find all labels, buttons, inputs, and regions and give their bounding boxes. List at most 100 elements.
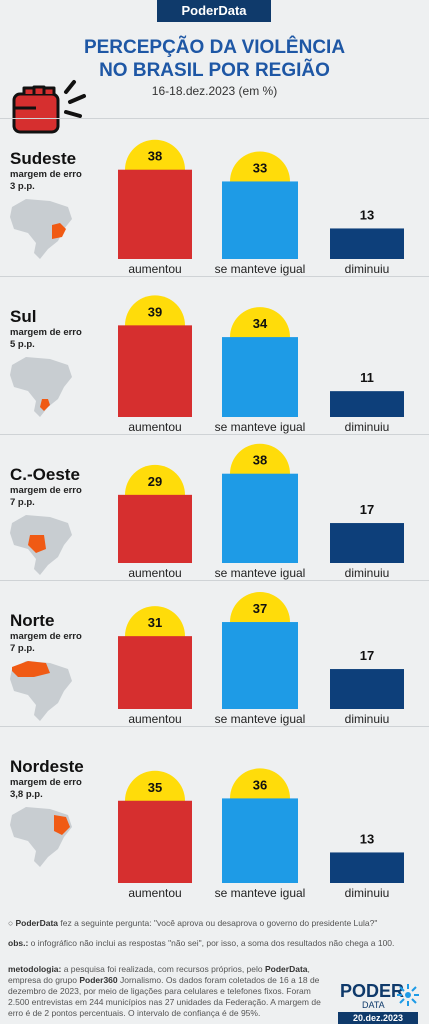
brazil-map-icon <box>10 199 72 259</box>
category-label: aumentou <box>128 712 181 726</box>
data-label: 13 <box>360 207 374 222</box>
region-panel: Nordeste margem de erro 3,8 p.p. 35 aumentou… <box>0 726 429 901</box>
category-label: aumentou <box>128 566 181 580</box>
bar-aumentou <box>118 636 192 709</box>
brand-tab: PoderData <box>157 0 271 22</box>
bar-diminuiu <box>330 852 404 883</box>
map-base <box>10 807 72 867</box>
region-name: Sudeste <box>10 149 77 168</box>
data-label: 17 <box>360 502 374 517</box>
category-label: diminuiu <box>345 712 390 726</box>
data-label: 33 <box>253 160 267 175</box>
data-label: 37 <box>253 601 267 616</box>
map-region-highlight <box>28 535 46 553</box>
region-name: Nordeste <box>10 757 84 776</box>
bar-diminuiu <box>330 669 404 709</box>
category-label: se manteve igual <box>215 712 306 726</box>
region-name: Sul <box>10 307 37 326</box>
data-label: 29 <box>148 474 162 489</box>
region-panel: Sul margem de erro 5 p.p. 39 aumentou 34 se ma… <box>0 276 429 435</box>
brazil-map-icon <box>10 661 72 721</box>
title-line-2: NO BRASIL POR REGIÃO <box>99 60 330 81</box>
margin-of-error: margem de erro 7 p.p. <box>10 631 82 654</box>
region-name: C.-Oeste <box>10 465 80 484</box>
poderdata-logo: PODER DATA <box>340 981 419 1010</box>
bar-aumentou <box>118 169 192 259</box>
footer-met-brand2: Poder360 <box>79 975 118 985</box>
logo-top-text: PODER <box>340 981 404 1001</box>
category-label: se manteve igual <box>215 566 306 580</box>
footer-met-text-2: , empresa do grupo <box>8 964 310 985</box>
data-label: 38 <box>148 149 162 164</box>
category-label: se manteve igual <box>215 886 306 900</box>
region-panel: C.-Oeste margem de erro 7 p.p. 29 aumentou 38… <box>0 434 429 581</box>
map-region-highlight <box>52 223 66 239</box>
region-bar-chart: 31 aumentou 37 se manteve igual 17 diminuiu <box>118 592 404 726</box>
category-label: aumentou <box>128 886 181 900</box>
footer-met-text-3: Jornalismo. Os dados foram coletados de … <box>8 975 321 1018</box>
map-region-highlight <box>12 661 50 677</box>
footer-met-label: metodologia: <box>8 964 62 974</box>
brazil-map-icon <box>10 357 72 417</box>
date-tab: 20.dez.2023 <box>338 1012 418 1024</box>
footer-obs-label: obs.: <box>8 938 29 948</box>
margin-of-error: margem de erro 3,8 p.p. <box>10 777 82 800</box>
category-label: diminuiu <box>345 566 390 580</box>
category-label: aumentou <box>128 420 181 434</box>
bar-aumentou <box>118 494 192 563</box>
region-bar-chart: 38 aumentou 33 se manteve igual 13 diminuiu <box>118 139 404 276</box>
logo-burst-icon <box>397 984 419 1006</box>
bar-diminuiu <box>330 391 404 417</box>
footer-met-text-1: a pesquisa foi realizada, com recursos p… <box>61 964 265 974</box>
bar-aumentou <box>118 800 192 883</box>
data-label: 31 <box>148 615 162 630</box>
footer-question-brand: PoderData <box>15 918 59 928</box>
fist-icon <box>12 80 86 134</box>
bullet-icon: ○ <box>8 918 16 928</box>
subtitle: 16-18.dez.2023 (em %) <box>151 84 278 98</box>
region-bar-chart: 39 aumentou 34 se manteve igual 11 diminuiu <box>118 295 404 434</box>
brazil-map-icon <box>10 807 72 867</box>
region-panel: Norte margem de erro 7 p.p. 31 aumentou 37 se … <box>0 580 429 727</box>
logo-bottom-text: DATA <box>362 1000 385 1010</box>
map-base <box>10 357 72 417</box>
bar-diminuiu <box>330 523 404 563</box>
region-bar-chart: 35 aumentou 36 se manteve igual 13 diminuiu <box>118 768 404 900</box>
data-label: 36 <box>253 777 267 792</box>
category-label: diminuiu <box>345 420 390 434</box>
bar-manteve <box>222 473 298 563</box>
category-label: se manteve igual <box>215 262 306 276</box>
footer-obs: obs.: o infográfico não inclui as respos… <box>8 938 418 949</box>
page-title: PERCEPÇÃO DA VIOLÊNCIA NO BRASIL POR REG… <box>0 36 429 82</box>
footer-methodology: metodologia: a pesquisa foi realizada, c… <box>8 964 333 1019</box>
bar-manteve <box>222 622 298 709</box>
category-label: diminuiu <box>345 262 390 276</box>
footer-obs-text: o infográfico não inclui as respostas "n… <box>28 938 395 948</box>
data-label: 13 <box>360 831 374 846</box>
data-label: 38 <box>253 453 267 468</box>
footer-met-brand: PoderData <box>265 964 308 974</box>
data-label: 39 <box>148 304 162 319</box>
bar-aumentou <box>118 325 192 417</box>
data-label: 17 <box>360 648 374 663</box>
category-label: aumentou <box>128 262 181 276</box>
map-region-highlight <box>40 399 50 411</box>
map-region-highlight <box>54 815 70 835</box>
region-panel: Sudeste margem de erro 3 p.p. 38 aumentou 33 s… <box>0 118 429 277</box>
region-bar-chart: 29 aumentou 38 se manteve igual 17 diminuiu <box>118 443 404 580</box>
region-name: Norte <box>10 611 55 630</box>
bar-manteve <box>222 181 298 259</box>
data-label: 11 <box>360 370 374 385</box>
category-label: diminuiu <box>345 886 390 900</box>
footer-question-text: fez a seguinte pergunta: "você aprova ou… <box>58 918 378 928</box>
data-label: 34 <box>253 316 268 331</box>
footer-question: ○ PoderData fez a seguinte pergunta: "vo… <box>8 918 418 929</box>
bar-diminuiu <box>330 228 404 259</box>
margin-of-error: margem de erro 5 p.p. <box>10 327 82 350</box>
category-label: se manteve igual <box>215 420 306 434</box>
data-label: 35 <box>148 780 162 795</box>
margin-of-error: margem de erro 7 p.p. <box>10 485 82 508</box>
map-base <box>10 199 72 259</box>
title-line-1: PERCEPÇÃO DA VIOLÊNCIA <box>83 37 346 58</box>
brazil-map-icon <box>10 515 72 575</box>
